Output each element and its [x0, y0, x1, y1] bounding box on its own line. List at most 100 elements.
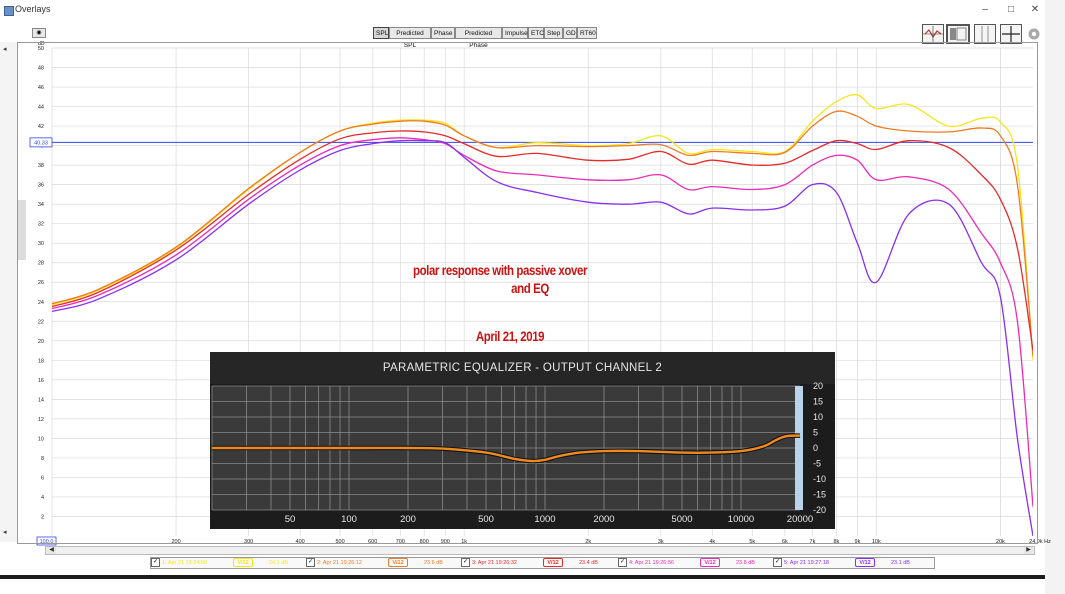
legend-label: 4: Apr 21 19:26:56 [629, 560, 674, 566]
y-tick-label: 22 [38, 319, 44, 325]
legend-item[interactable]: ✓ 5: Apr 21 19:27:18 [773, 558, 829, 568]
eq-y-label: 0 [813, 443, 818, 453]
legend-checkbox[interactable]: ✓ [618, 558, 627, 568]
spl-trace-2[interactable] [52, 110, 1033, 357]
x-tick-label: 1k [461, 539, 467, 545]
x-start-label: 100.0 [40, 539, 54, 545]
horizontal-scrollbar[interactable] [45, 546, 1035, 555]
legend-item[interactable]: ✓ 3: Apr 21 19:26:32 [461, 558, 517, 568]
tab-predicted-phase[interactable]: Predicted Phase [455, 27, 502, 49]
eq-x-label: 200 [400, 514, 416, 525]
legend-item[interactable]: ✓ 1: Apr 21 19:24:59 [151, 558, 207, 568]
annotation-date: April 21, 2019 [475, 328, 545, 344]
eq-y-label: 20 [813, 381, 823, 391]
eq-title-band [210, 352, 835, 384]
legend-item[interactable]: ✓ 4: Apr 21 19:26:56 [618, 558, 674, 568]
overlay-traces-icon[interactable] [922, 24, 944, 44]
status-strip [0, 575, 1045, 579]
eq-x-label: 10000 [728, 514, 754, 525]
x-tick-label: 700 [396, 539, 405, 545]
tab-predicted-spl[interactable]: Predicted SPL [389, 27, 431, 49]
x-end-label: 24.0k Hz [1029, 539, 1051, 545]
eq-panel-title: PARAMETRIC EQUALIZER - OUTPUT CHANNEL 2 [382, 362, 663, 374]
y-tick-label: 6 [41, 475, 44, 481]
y-tick-label: 38 [38, 163, 44, 169]
smoothing-badge[interactable]: V/12 [700, 558, 720, 567]
smoothing-badge[interactable]: V/12 [855, 558, 875, 567]
legend-label: 5: Apr 21 19:27:18 [784, 560, 829, 566]
legend-value: 23.6 dB [424, 560, 443, 566]
left-scroll-up-icon[interactable]: ◂ [3, 46, 7, 53]
scroll-right-icon[interactable]: ▶ [1024, 547, 1033, 554]
eq-y-label: 10 [813, 412, 823, 422]
maximize-icon[interactable]: □ [1007, 4, 1015, 15]
smoothing-badge[interactable]: V/12 [388, 558, 408, 567]
x-tick-label: 20k [996, 539, 1005, 545]
legend-checkbox[interactable]: ✓ [151, 558, 160, 568]
legend-value: 24.1 dB [269, 560, 288, 566]
tab-step[interactable]: Step [544, 27, 563, 39]
left-splitter-handle[interactable] [18, 200, 26, 260]
minimize-icon[interactable]: – [982, 4, 988, 15]
y-tick-label: 12 [38, 417, 44, 423]
eq-y-label: -5 [813, 459, 821, 469]
legend-label: 3: Apr 21 19:26:32 [472, 560, 517, 566]
x-tick-label: 500 [335, 539, 344, 545]
tab-gd[interactable]: GD [563, 27, 577, 39]
tab-impulse[interactable]: Impulse [502, 27, 528, 39]
eq-level-meter [795, 386, 803, 510]
eq-x-label: 50 [285, 514, 296, 525]
right-panel-strip [1045, 0, 1065, 594]
eq-x-label: 5000 [671, 514, 692, 525]
y-tick-label: 36 [38, 183, 44, 189]
close-icon[interactable]: ✕ [1030, 4, 1040, 15]
x-tick-label: 9k [855, 539, 861, 545]
camera-button[interactable]: ◉ [32, 28, 46, 38]
spl-trace-5[interactable] [52, 139, 1033, 536]
spl-trace-4[interactable] [52, 137, 1033, 507]
x-tick-label: 5k [749, 539, 755, 545]
y-axis-unit: dB [38, 41, 45, 47]
cursor-value-box[interactable] [29, 137, 53, 148]
y-tick-label: 4 [41, 495, 44, 501]
y-tick-label: 28 [38, 261, 44, 267]
x-tick-label: 300 [244, 539, 253, 545]
x-start-box [36, 536, 57, 546]
x-tick-label: 4k [709, 539, 715, 545]
y-tick-label: 30 [38, 241, 44, 247]
legend-checkbox[interactable]: ✓ [773, 558, 782, 568]
y-tick-label: 2 [41, 514, 44, 520]
y-tick-label: 34 [38, 202, 44, 208]
eq-x-label: 100 [341, 514, 357, 525]
legend-checkbox[interactable]: ✓ [306, 558, 315, 568]
scroll-left-icon[interactable]: ◀ [47, 547, 56, 554]
legend-checkbox[interactable]: ✓ [461, 558, 470, 568]
eq-y-label: -15 [813, 490, 826, 500]
y-tick-label: 50 [38, 46, 44, 52]
x-tick-label: 8k [833, 539, 839, 545]
tab-phase[interactable]: Phase [431, 27, 455, 39]
smoothing-badge[interactable]: V/12 [233, 558, 253, 567]
x-tick-label: 10k [872, 539, 881, 545]
grid-icon[interactable] [974, 24, 996, 44]
x-tick-label: 900 [441, 539, 450, 545]
title-bar [0, 0, 1065, 22]
legend-item[interactable]: ✓ 2: Apr 21 19:26:12 [306, 558, 362, 568]
tab-etc[interactable]: ETC [528, 27, 544, 39]
spl-trace-3[interactable] [52, 130, 1033, 351]
legend-label: 1: Apr 21 19:24:59 [162, 560, 207, 566]
smoothing-badge[interactable]: V/12 [543, 558, 563, 567]
crosshair-icon[interactable] [1000, 24, 1022, 44]
tab-rt60[interactable]: RT60 [577, 27, 597, 39]
legend-bar [150, 557, 935, 569]
x-tick-label: 6k [782, 539, 788, 545]
app-icon [4, 6, 14, 16]
window-title: Overlays [15, 4, 51, 14]
legend-value: 23.4 dB [579, 560, 598, 566]
graph-layout-icon[interactable] [946, 24, 970, 44]
left-scroll-down-icon[interactable]: ◂ [3, 529, 7, 536]
gear-icon[interactable] [1027, 27, 1041, 41]
tab-spl[interactable]: SPL [373, 27, 389, 39]
left-panel-strip [0, 42, 17, 542]
